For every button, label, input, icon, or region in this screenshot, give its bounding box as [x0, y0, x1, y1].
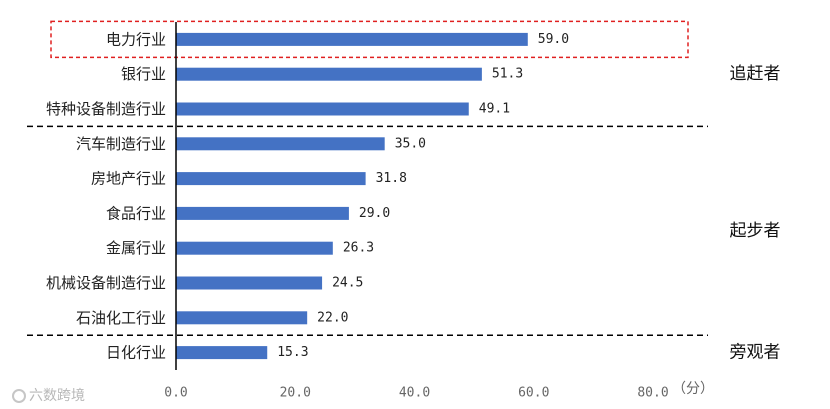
category-label: 特种设备制造行业 — [46, 100, 166, 118]
category-label: 银行业 — [121, 65, 166, 83]
category-label: 食品行业 — [106, 204, 166, 222]
bar — [176, 32, 528, 46]
category-label: 汽车制造行业 — [76, 135, 166, 153]
bar — [176, 346, 268, 360]
x-tick-label: 40.0 — [399, 386, 430, 401]
bar — [176, 311, 308, 325]
group-label: 追赶者 — [730, 64, 781, 84]
watermark-logo-icon — [12, 389, 26, 403]
bar — [176, 67, 482, 81]
data-label: 49.1 — [479, 102, 510, 117]
highlight-box — [50, 20, 689, 59]
data-label: 22.0 — [317, 310, 348, 325]
data-label: 31.8 — [376, 171, 407, 186]
group-label: 旁观者 — [730, 343, 781, 363]
data-label: 35.0 — [395, 136, 426, 151]
data-label: 26.3 — [343, 241, 374, 256]
x-tick-label: 80.0 — [637, 386, 668, 401]
data-label: 15.3 — [277, 345, 308, 360]
bar — [176, 137, 385, 151]
x-axis-unit-label: （分） — [672, 381, 714, 397]
x-tick-label: 0.0 — [164, 386, 187, 401]
category-label: 房地产行业 — [91, 170, 166, 188]
category-label: 金属行业 — [106, 239, 166, 257]
data-label: 29.0 — [359, 206, 390, 221]
x-tick-label: 20.0 — [280, 386, 311, 401]
group-label: 起步者 — [730, 221, 781, 241]
bar — [176, 102, 469, 116]
data-label: 51.3 — [492, 67, 523, 82]
bar — [176, 206, 349, 220]
data-label: 24.5 — [332, 276, 363, 291]
bar — [176, 241, 333, 255]
bar — [176, 276, 323, 290]
x-tick-label: 60.0 — [518, 386, 549, 401]
watermark: 六数跨境 — [12, 385, 85, 405]
data-label: 59.0 — [538, 32, 569, 47]
watermark-text: 六数跨境 — [29, 388, 85, 404]
highlight-box-layer — [50, 20, 689, 59]
bars — [176, 32, 528, 360]
group-separators — [27, 125, 708, 336]
category-label: 机械设备制造行业 — [46, 274, 166, 292]
category-label: 日化行业 — [106, 344, 166, 362]
category-label: 电力行业 — [106, 30, 166, 48]
bar — [176, 172, 366, 186]
category-label: 石油化工行业 — [76, 309, 166, 327]
